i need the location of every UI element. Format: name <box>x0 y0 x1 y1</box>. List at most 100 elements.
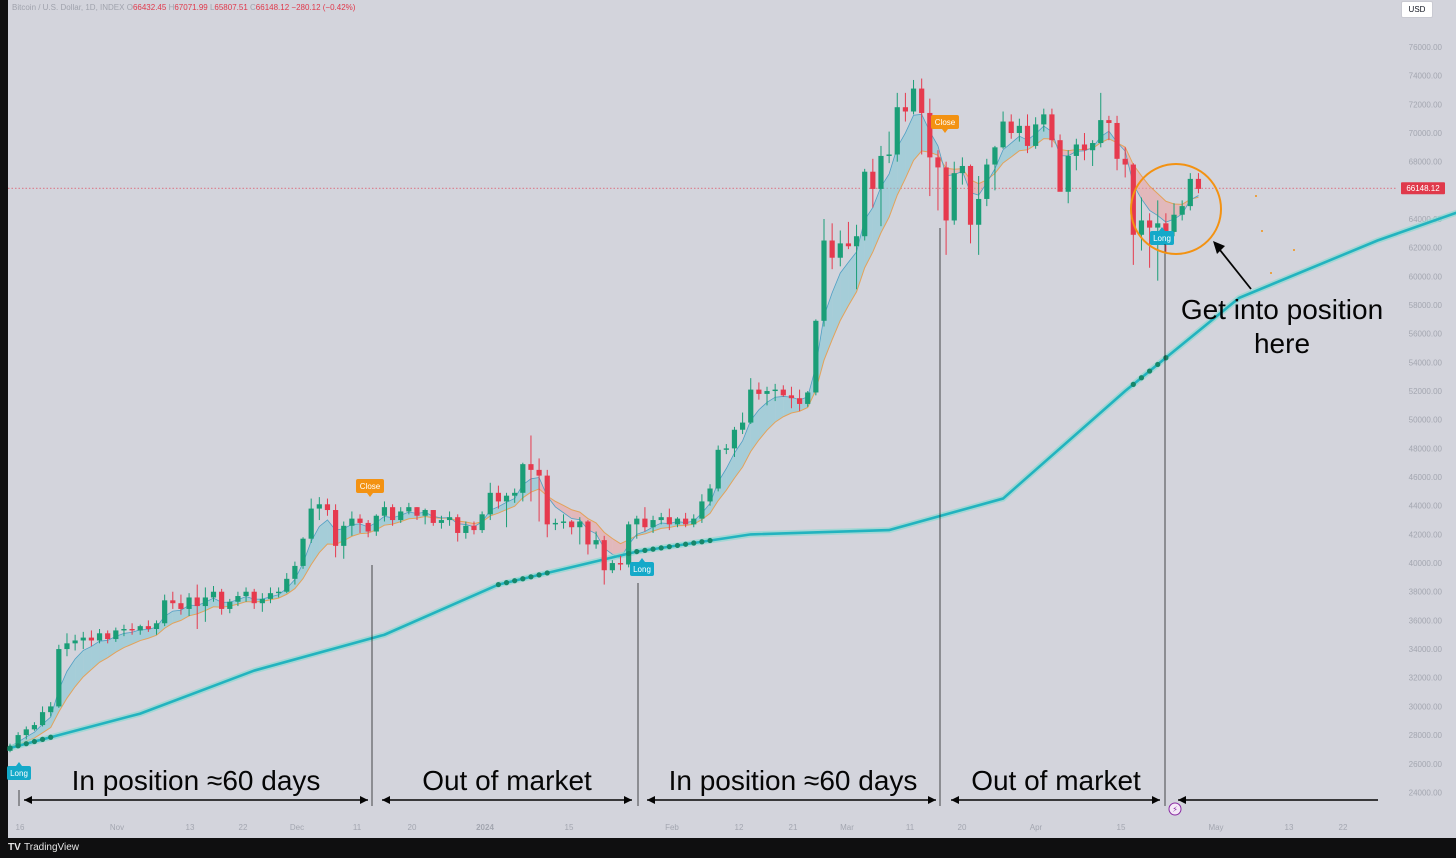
candle-body <box>479 514 485 531</box>
candle-body <box>80 637 86 641</box>
candle-body <box>430 510 436 523</box>
x-tick-label: 11 <box>353 823 362 832</box>
candle-body <box>821 240 827 321</box>
currency-button[interactable]: USD <box>1401 1 1433 18</box>
callout-arrow-head-icon <box>1213 241 1225 254</box>
candle-body <box>398 511 404 521</box>
candle-body <box>788 395 795 399</box>
close-label: C <box>250 3 256 12</box>
candle-body <box>324 504 331 511</box>
chart-panel[interactable] <box>8 0 1456 838</box>
candle-body <box>707 488 713 502</box>
marker-pointer <box>367 493 373 497</box>
projection-dot <box>1261 230 1263 232</box>
signal-dot <box>7 745 13 751</box>
ema-cloud-segment <box>767 397 776 431</box>
candle-body <box>658 517 664 521</box>
candle-body <box>1065 155 1071 192</box>
long-marker[interactable] <box>630 562 654 576</box>
ema-cloud-segment <box>75 650 84 687</box>
ema-cloud-segment <box>644 526 654 534</box>
y-tick-label: 76000.00 <box>1409 43 1443 52</box>
candle-body <box>96 633 103 641</box>
y-tick-label: 40000.00 <box>1409 559 1443 568</box>
y-tick-label: 26000.00 <box>1409 760 1443 769</box>
ema-cloud-segment <box>653 523 662 532</box>
brand-name[interactable]: TradingView <box>24 842 80 853</box>
candle-body <box>1057 140 1063 192</box>
candle-body <box>723 448 729 450</box>
candle-body <box>284 578 290 592</box>
y-tick-label: 24000.00 <box>1409 788 1443 797</box>
candle-body <box>683 518 689 525</box>
candle-body <box>39 712 46 726</box>
candle-body <box>1147 220 1153 228</box>
candle-body <box>292 565 298 579</box>
x-tick-label: Mar <box>840 823 854 832</box>
candle-body <box>1171 214 1177 232</box>
candle-body <box>162 600 168 624</box>
x-tick-label: 2024 <box>476 823 494 832</box>
candle-body <box>886 154 892 156</box>
candle-body <box>642 518 648 528</box>
signal-dot <box>650 546 656 552</box>
x-tick-label: 20 <box>958 823 967 832</box>
candle-body <box>935 157 941 168</box>
signal-dot <box>658 545 664 551</box>
close-marker[interactable] <box>931 115 959 129</box>
y-tick-label: 70000.00 <box>1409 129 1443 138</box>
candle-body <box>471 525 477 531</box>
long-marker[interactable] <box>1150 231 1174 245</box>
candle-body <box>15 735 21 747</box>
candle-body <box>1187 178 1193 207</box>
candle-body <box>976 198 982 225</box>
y-tick-label: 32000.00 <box>1409 674 1443 683</box>
y-tick-label: 42000.00 <box>1409 530 1443 539</box>
candle-body <box>878 155 884 189</box>
signal-dot <box>536 572 542 578</box>
footer-bar: TV TradingView <box>0 838 1456 858</box>
candle-body <box>341 525 347 546</box>
segment-label: In position ≈60 days <box>72 765 321 796</box>
arrow-head-left-icon <box>24 796 32 804</box>
long-marker[interactable] <box>7 766 31 780</box>
marker-pointer <box>1159 227 1165 231</box>
candle-body <box>609 563 615 571</box>
y-tick-label: 52000.00 <box>1409 387 1443 396</box>
candle-body <box>1049 114 1055 141</box>
candle-body <box>617 563 624 565</box>
close-marker[interactable] <box>356 479 384 493</box>
candle-body <box>357 518 363 523</box>
low-value: 65807.51 <box>214 3 248 12</box>
candle-body <box>381 507 388 516</box>
candle-body <box>1041 114 1047 125</box>
signal-dot <box>1138 375 1145 381</box>
symbol-title[interactable]: Bitcoin / U.S. Dollar, 1D, INDEX <box>12 3 125 12</box>
candle-body <box>137 626 143 631</box>
candle-body <box>422 510 428 516</box>
ema-cloud-segment <box>710 481 719 514</box>
ema-cloud-segment <box>172 610 181 624</box>
candle-body <box>902 107 908 112</box>
last-price-tag <box>1401 182 1445 195</box>
signal-dot <box>495 581 501 588</box>
candle-body <box>194 597 200 607</box>
candle-body <box>837 243 843 258</box>
ema-cloud-segment <box>140 629 149 641</box>
candle-body <box>1033 124 1039 146</box>
x-tick-label: 15 <box>1117 823 1126 832</box>
x-tick-label: May <box>1208 823 1223 832</box>
candle-body <box>593 540 599 545</box>
tradingview-logo-icon[interactable]: TV <box>8 842 21 853</box>
signal-dot <box>512 578 518 584</box>
x-tick-label: 12 <box>735 823 744 832</box>
open-label: O <box>126 3 133 12</box>
candle-body <box>862 171 868 237</box>
candle-body <box>389 507 396 521</box>
candle-body <box>463 525 469 533</box>
low-label: L <box>209 3 215 12</box>
signal-dot <box>707 537 713 544</box>
candle-body <box>349 518 355 526</box>
lightning-icon[interactable] <box>1168 802 1182 816</box>
